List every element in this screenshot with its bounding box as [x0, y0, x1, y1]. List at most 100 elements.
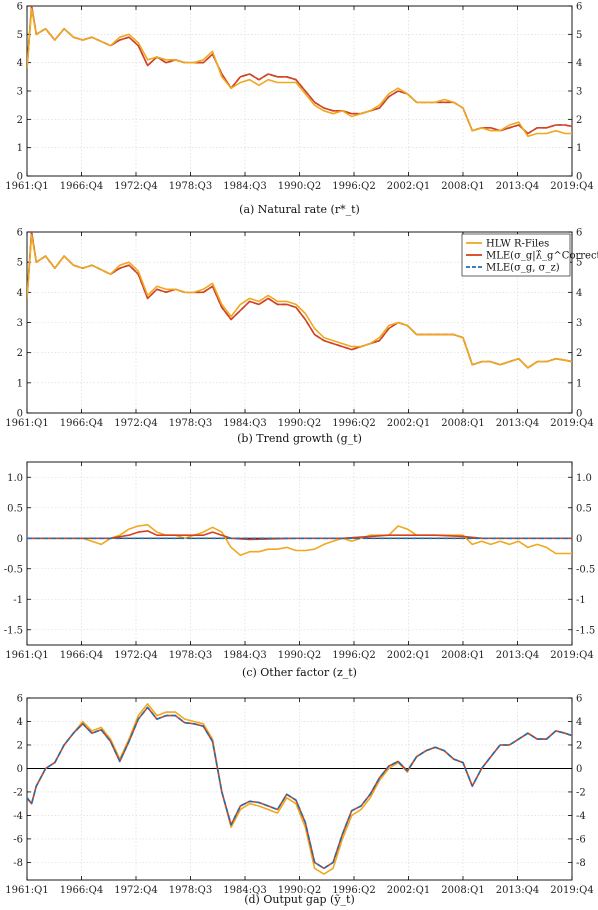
y-tick-label-left: 2 — [17, 115, 23, 126]
y-tick-label-right: 4 — [576, 717, 582, 728]
panel-2: 1961:Q1 1966:Q4 1972:Q4 1978:Q3 1984:Q3 1990:… — [5, 228, 593, 446]
y-tick-label-right: 5 — [576, 258, 582, 269]
x-tick-label: 2002:Q1 — [387, 885, 430, 896]
x-tick-label: 1966:Q4 — [60, 885, 103, 896]
panel-caption: (b) Trend growth (g_t) — [237, 432, 362, 445]
y-tick-label-left: 6 — [17, 2, 23, 13]
x-tick-label: 1961:Q1 — [5, 885, 48, 896]
y-tick-label-left: 2 — [17, 740, 23, 751]
x-tick-label: 1961:Q1 — [5, 181, 48, 192]
x-tick-label: 2008:Q1 — [441, 181, 484, 192]
x-tick-label: 2002:Q1 — [387, 181, 430, 192]
y-tick-label-right: 6 — [576, 2, 582, 13]
y-tick-label-left: 0 — [17, 764, 23, 775]
series-line-mle_lambda — [27, 706, 572, 870]
legend-label-mle_sigma: MLE(σ_g, σ_z) — [486, 263, 560, 274]
y-tick-label-left: -6 — [13, 834, 23, 845]
y-tick-label-left: 0.5 — [7, 503, 23, 514]
series-line-mle_lambda — [27, 530, 572, 541]
panel-caption: (a) Natural rate (r*_t) — [239, 203, 360, 216]
y-tick-label-left: -8 — [13, 858, 23, 869]
x-tick-label: 1978:Q3 — [169, 885, 212, 896]
x-tick-label: 2008:Q1 — [441, 885, 484, 896]
y-tick-label-left: 3 — [17, 87, 23, 98]
series-line-hlw — [27, 234, 572, 369]
series-line-hlw — [27, 524, 572, 557]
y-tick-label-right: 0 — [576, 534, 582, 545]
y-tick-label-right: 4 — [576, 288, 582, 299]
panel-4: 1961:Q1 1966:Q4 1972:Q4 1978:Q3 1984:Q3 1990:… — [5, 694, 593, 907]
y-tick-label-left: -1.5 — [4, 625, 23, 636]
y-tick-label-right: 2 — [576, 348, 582, 359]
x-tick-label: 2008:Q1 — [441, 650, 484, 661]
y-tick-label-right: -1 — [576, 595, 586, 606]
x-tick-label: 1978:Q3 — [169, 650, 212, 661]
y-tick-label-left: -2 — [13, 787, 23, 798]
x-tick-label: 1966:Q4 — [60, 181, 103, 192]
x-tick-label: 1984:Q3 — [223, 885, 266, 896]
y-tick-label-right: -0.5 — [576, 564, 595, 575]
panel-caption: (c) Other factor (z_t) — [242, 666, 357, 679]
y-tick-label-left: 4 — [17, 717, 23, 728]
y-tick-label-right: 5 — [576, 30, 582, 41]
y-tick-label-left: 1 — [17, 143, 23, 154]
series-line-hlw — [27, 8, 572, 138]
y-tick-label-right: 1 — [576, 378, 582, 389]
x-tick-label: 2019:Q4 — [550, 650, 593, 661]
legend-box — [461, 233, 571, 277]
y-tick-label-left: -4 — [13, 811, 23, 822]
x-tick-label: 1996:Q2 — [332, 181, 375, 192]
x-tick-label: 1961:Q1 — [5, 650, 48, 661]
y-tick-label-right: 1 — [576, 143, 582, 154]
x-tick-label: 1996:Q2 — [332, 885, 375, 896]
x-tick-label: 1984:Q3 — [223, 181, 266, 192]
x-tick-label: 1966:Q4 — [60, 418, 103, 429]
y-tick-label-left: -0.5 — [4, 564, 23, 575]
y-tick-label-right: -8 — [576, 858, 586, 869]
x-tick-label: 1972:Q4 — [114, 418, 157, 429]
y-tick-label-left: 2 — [17, 348, 23, 359]
y-tick-label-right: -4 — [576, 811, 586, 822]
y-tick-label-left: 6 — [17, 694, 23, 705]
y-tick-label-right: 1.0 — [576, 473, 592, 484]
y-tick-label-right: 0.5 — [576, 503, 592, 514]
x-tick-label: 2013:Q4 — [496, 650, 539, 661]
y-tick-label-left: -1 — [13, 595, 23, 606]
y-tick-label-right: 0 — [576, 172, 582, 183]
y-tick-label-right: -1.5 — [576, 625, 595, 636]
legend-label-mle_lambda: MLE(σ_g|λ̂_g^Correct) — [486, 251, 598, 262]
y-tick-label-right: -2 — [576, 787, 586, 798]
x-tick-label: 2019:Q4 — [550, 418, 593, 429]
legend-label-hlw: HLW R-Files — [486, 239, 549, 250]
y-tick-label-left: 4 — [17, 288, 23, 299]
x-tick-label: 1990:Q2 — [278, 181, 321, 192]
x-tick-label: 1972:Q4 — [114, 650, 157, 661]
y-tick-label-right: 3 — [576, 87, 582, 98]
panel-1: 1961:Q1 1966:Q4 1972:Q4 1978:Q3 1984:Q3 1990:… — [5, 2, 593, 217]
legend: HLW R-FilesMLE(σ_g|λ̂_g^Correct)MLE(σ_g,… — [461, 233, 598, 277]
y-tick-label-left: 5 — [17, 258, 23, 269]
x-tick-label: 2013:Q4 — [496, 885, 539, 896]
y-tick-label-right: 6 — [576, 228, 582, 239]
y-tick-label-right: -6 — [576, 834, 586, 845]
x-tick-label: 1984:Q3 — [223, 418, 266, 429]
y-tick-label-left: 0 — [17, 409, 23, 420]
y-tick-label-right: 4 — [576, 58, 582, 69]
y-tick-label-left: 1 — [17, 378, 23, 389]
x-tick-label: 1978:Q3 — [169, 181, 212, 192]
x-tick-label: 1984:Q3 — [223, 650, 266, 661]
x-tick-label: 1972:Q4 — [114, 885, 157, 896]
x-tick-label: 2002:Q1 — [387, 418, 430, 429]
y-tick-label-left: 4 — [17, 58, 23, 69]
x-tick-label: 1990:Q2 — [278, 885, 321, 896]
y-tick-label-right: 2 — [576, 740, 582, 751]
x-tick-label: 2002:Q1 — [387, 650, 430, 661]
y-tick-label-left: 1.0 — [7, 473, 23, 484]
x-tick-label: 1966:Q4 — [60, 650, 103, 661]
x-tick-label: 2008:Q1 — [441, 418, 484, 429]
x-tick-label: 2013:Q4 — [496, 181, 539, 192]
y-tick-label-right: 2 — [576, 115, 582, 126]
x-tick-label: 1996:Q2 — [332, 650, 375, 661]
x-tick-label: 2019:Q4 — [550, 885, 593, 896]
